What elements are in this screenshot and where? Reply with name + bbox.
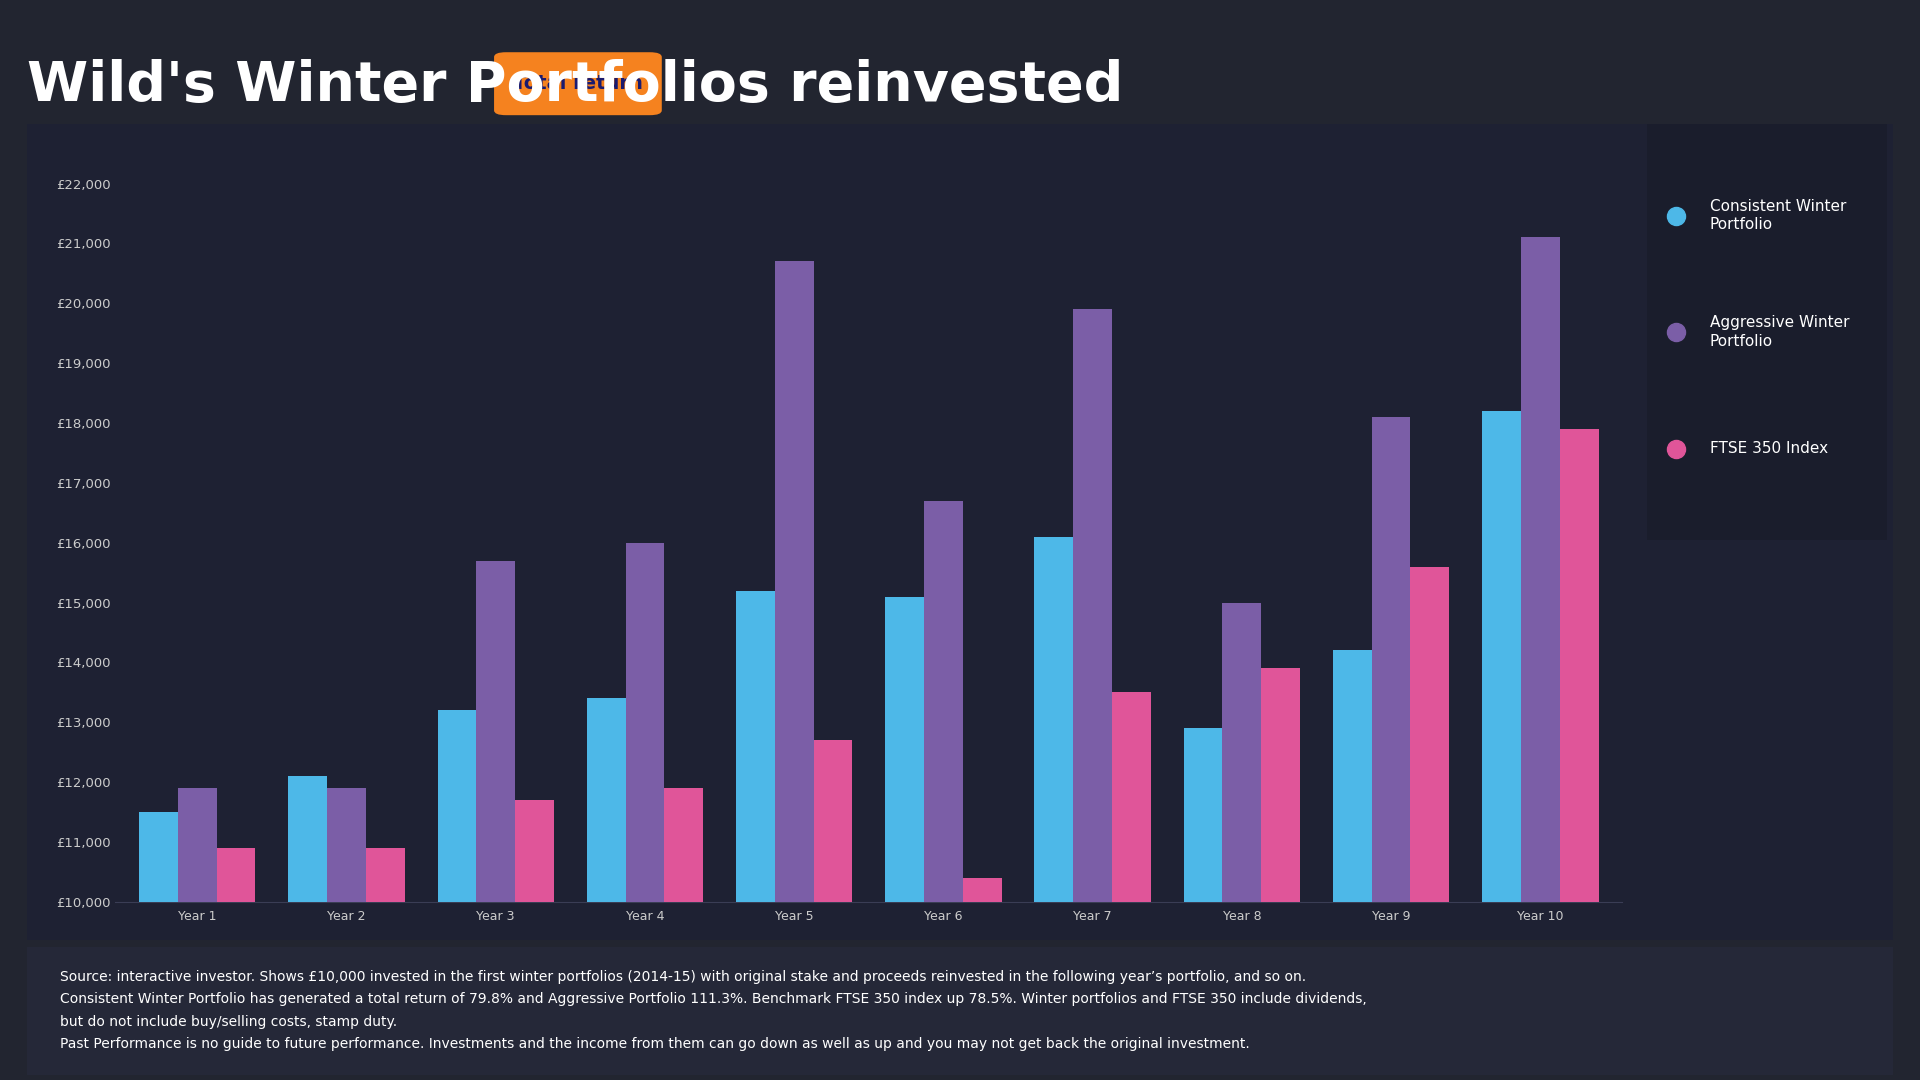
Text: Consistent Winter
Portfolio: Consistent Winter Portfolio <box>1709 199 1847 232</box>
Bar <box>664 788 703 1080</box>
Bar <box>1411 567 1450 1080</box>
Bar <box>1332 650 1371 1080</box>
Bar <box>1371 417 1411 1080</box>
Bar <box>138 812 179 1080</box>
Bar <box>924 501 962 1080</box>
Text: Source: interactive investor. Shows £10,000 invested in the first winter portfol: Source: interactive investor. Shows £10,… <box>60 970 1367 1051</box>
Bar <box>179 788 217 1080</box>
Bar <box>1035 537 1073 1080</box>
Bar <box>367 848 405 1080</box>
Bar <box>1112 692 1150 1080</box>
Bar <box>776 261 814 1080</box>
Bar <box>1183 728 1223 1080</box>
Bar <box>962 878 1002 1080</box>
Bar <box>1482 411 1521 1080</box>
Text: Aggressive Winter
Portfolio: Aggressive Winter Portfolio <box>1709 315 1849 349</box>
Bar <box>217 848 255 1080</box>
Text: Wild's Winter Portfolios reinvested: Wild's Winter Portfolios reinvested <box>27 59 1123 113</box>
Bar <box>288 777 326 1080</box>
Bar <box>626 542 664 1080</box>
Bar <box>326 788 367 1080</box>
Bar <box>1261 669 1300 1080</box>
Bar <box>1559 429 1599 1080</box>
Text: Total return: Total return <box>513 75 643 93</box>
Bar <box>438 711 476 1080</box>
Bar <box>735 591 776 1080</box>
Bar <box>1223 603 1261 1080</box>
Bar <box>814 740 852 1080</box>
Bar <box>476 561 515 1080</box>
Text: FTSE 350 Index: FTSE 350 Index <box>1709 441 1828 456</box>
Bar <box>885 596 924 1080</box>
Bar <box>588 699 626 1080</box>
Bar <box>1521 238 1559 1080</box>
Bar <box>515 800 555 1080</box>
Bar <box>1073 309 1112 1080</box>
FancyBboxPatch shape <box>493 52 662 116</box>
